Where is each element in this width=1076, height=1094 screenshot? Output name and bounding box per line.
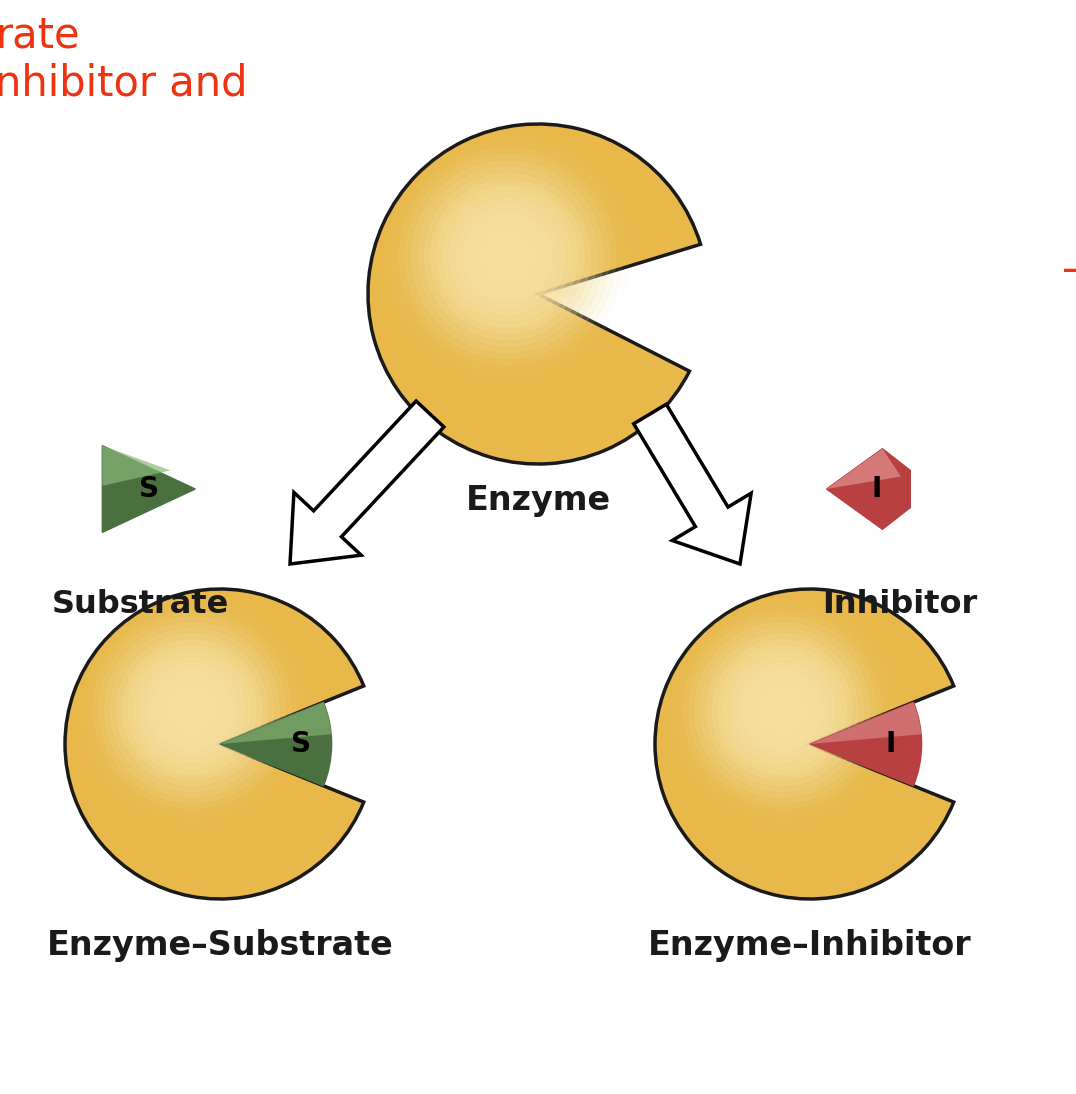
Wedge shape — [655, 589, 953, 899]
Polygon shape — [102, 445, 170, 486]
Text: S: S — [291, 730, 311, 758]
Circle shape — [501, 251, 513, 263]
Circle shape — [724, 652, 840, 768]
Wedge shape — [220, 702, 331, 785]
Circle shape — [393, 142, 622, 371]
Circle shape — [776, 705, 788, 715]
Text: –: – — [1062, 249, 1076, 291]
Polygon shape — [826, 449, 901, 489]
Circle shape — [689, 617, 875, 803]
Circle shape — [105, 622, 280, 798]
Circle shape — [707, 635, 858, 785]
Text: I: I — [886, 730, 895, 758]
Text: I: I — [872, 475, 881, 503]
Text: Inhibitor: Inhibitor — [822, 589, 978, 620]
Circle shape — [482, 231, 533, 282]
Circle shape — [412, 161, 603, 352]
Circle shape — [425, 174, 591, 339]
Circle shape — [419, 167, 597, 346]
Circle shape — [94, 612, 291, 808]
Polygon shape — [102, 445, 196, 533]
Circle shape — [164, 680, 222, 738]
Circle shape — [718, 645, 846, 773]
Circle shape — [111, 629, 273, 791]
Circle shape — [456, 206, 558, 307]
Circle shape — [759, 687, 805, 733]
Circle shape — [469, 219, 546, 295]
Circle shape — [765, 693, 799, 728]
Circle shape — [152, 670, 232, 750]
Circle shape — [736, 663, 829, 756]
Circle shape — [116, 635, 268, 785]
Circle shape — [712, 640, 852, 780]
Text: S: S — [139, 475, 159, 503]
Circle shape — [169, 687, 215, 733]
Polygon shape — [826, 449, 910, 529]
Circle shape — [140, 657, 244, 763]
Circle shape — [450, 199, 565, 314]
Circle shape — [437, 186, 578, 327]
Circle shape — [695, 622, 869, 798]
Circle shape — [181, 698, 203, 722]
Circle shape — [128, 645, 256, 773]
Wedge shape — [65, 589, 364, 899]
Circle shape — [174, 693, 210, 728]
Circle shape — [399, 148, 615, 365]
Circle shape — [87, 605, 297, 815]
Text: Enzyme–Substrate: Enzyme–Substrate — [46, 929, 394, 962]
Circle shape — [99, 617, 285, 803]
Text: Substrate: Substrate — [52, 589, 228, 620]
Circle shape — [495, 244, 520, 269]
Circle shape — [463, 212, 552, 301]
Circle shape — [186, 705, 198, 715]
Circle shape — [489, 237, 526, 276]
Wedge shape — [810, 702, 921, 744]
Circle shape — [683, 612, 881, 808]
Circle shape — [157, 675, 227, 745]
Wedge shape — [810, 702, 922, 785]
Circle shape — [134, 652, 251, 768]
Circle shape — [678, 605, 887, 815]
Circle shape — [476, 224, 539, 289]
Circle shape — [753, 680, 811, 738]
Circle shape — [741, 670, 823, 750]
Circle shape — [145, 663, 239, 756]
Text: Enzyme: Enzyme — [466, 484, 610, 517]
Polygon shape — [291, 401, 444, 565]
Polygon shape — [634, 404, 751, 565]
Circle shape — [700, 629, 863, 791]
Text: rate: rate — [0, 14, 80, 56]
Circle shape — [406, 154, 609, 359]
Circle shape — [430, 181, 584, 333]
Circle shape — [770, 698, 794, 722]
Circle shape — [730, 657, 834, 763]
Text: Enzyme–Inhibitor: Enzyme–Inhibitor — [648, 929, 972, 962]
Circle shape — [443, 193, 571, 321]
Circle shape — [747, 675, 817, 745]
Text: nhibitor and: nhibitor and — [0, 62, 247, 104]
Wedge shape — [368, 124, 700, 464]
Wedge shape — [220, 702, 331, 744]
Circle shape — [123, 640, 261, 780]
